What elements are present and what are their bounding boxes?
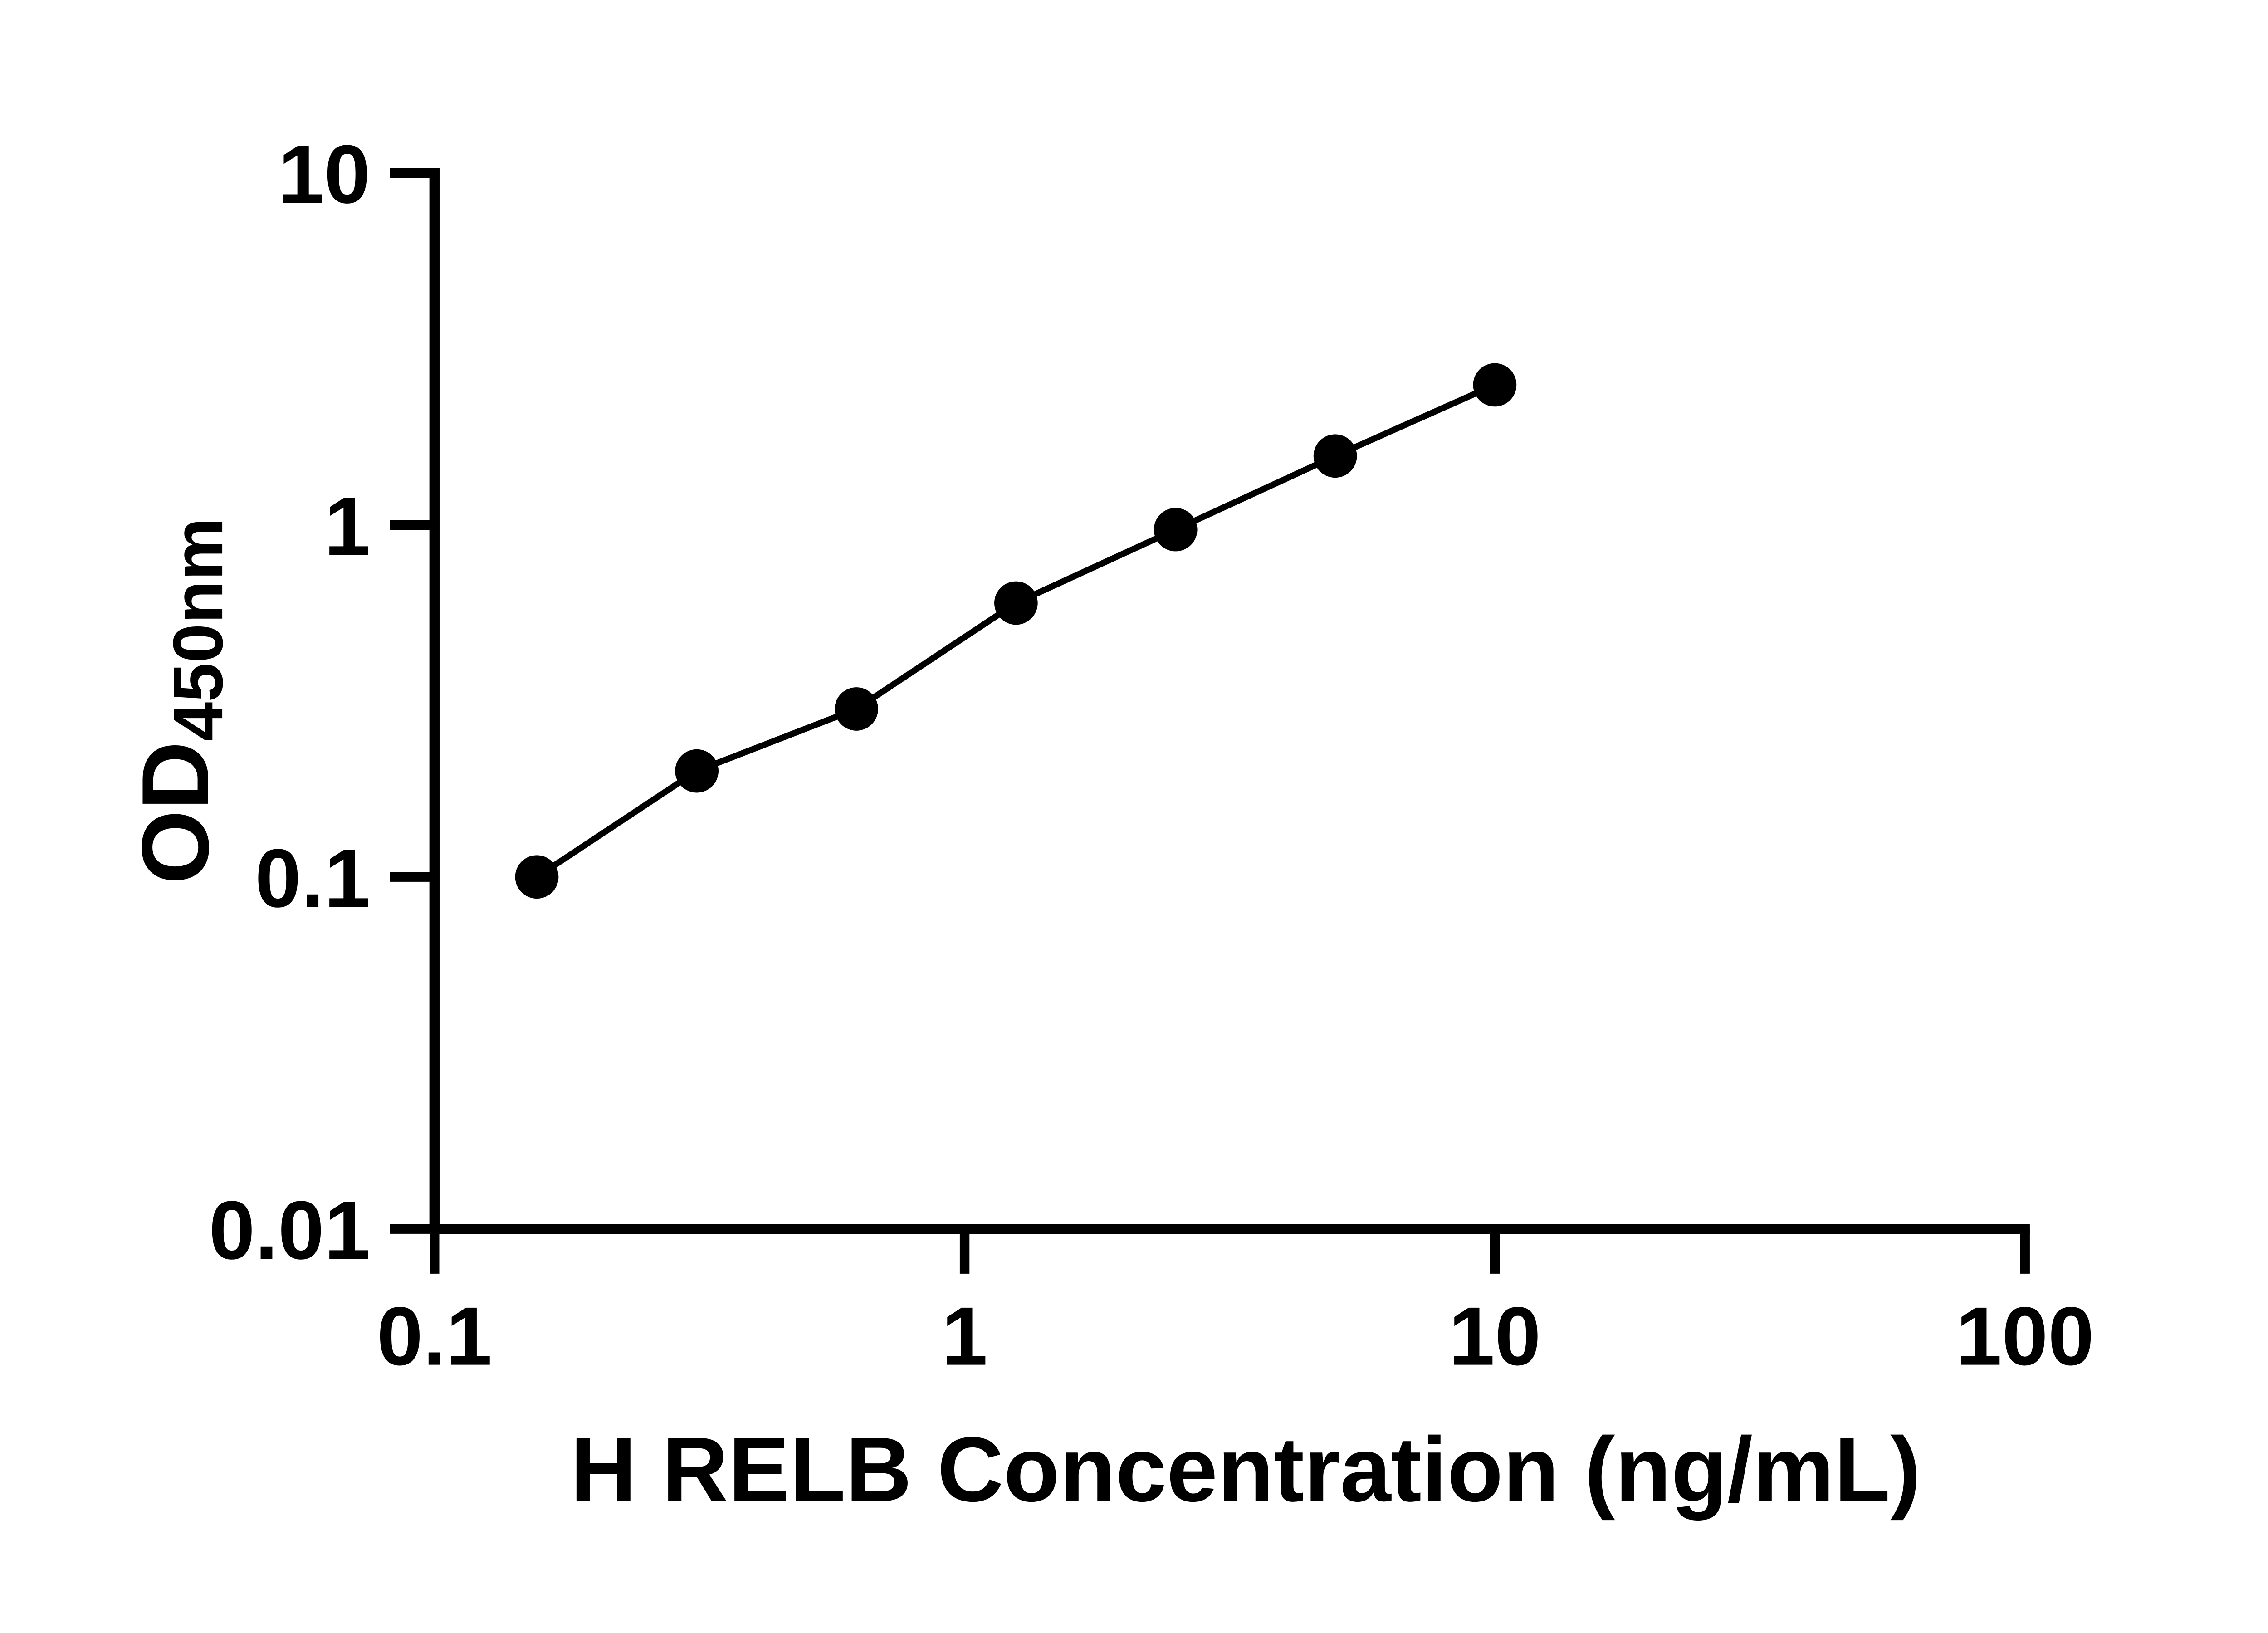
- data-point-marker: [994, 581, 1038, 625]
- y-axis-title-subscript: 450nm: [158, 518, 237, 741]
- y-axis-title: OD450nm: [122, 518, 237, 884]
- data-point-marker: [675, 749, 719, 793]
- data-point-marker: [1313, 434, 1357, 478]
- x-tick-label: 100: [1956, 1290, 2094, 1383]
- data-point-marker: [1473, 363, 1517, 407]
- y-tick-label: 1: [324, 480, 371, 572]
- data-point-marker: [835, 687, 878, 731]
- data-point-marker: [515, 855, 559, 899]
- x-tick-label: 10: [1449, 1290, 1541, 1383]
- x-axis-title: H RELB Concentration (ng/mL): [570, 1418, 1921, 1521]
- x-tick-label: 1: [942, 1290, 988, 1383]
- y-tick-label: 0.1: [255, 832, 370, 924]
- y-tick-label: 0.01: [209, 1184, 371, 1276]
- y-axis-title-base: OD: [122, 741, 229, 884]
- data-point-marker: [1154, 508, 1198, 552]
- x-tick-label: 0.1: [377, 1290, 492, 1383]
- y-tick-label: 10: [278, 128, 370, 220]
